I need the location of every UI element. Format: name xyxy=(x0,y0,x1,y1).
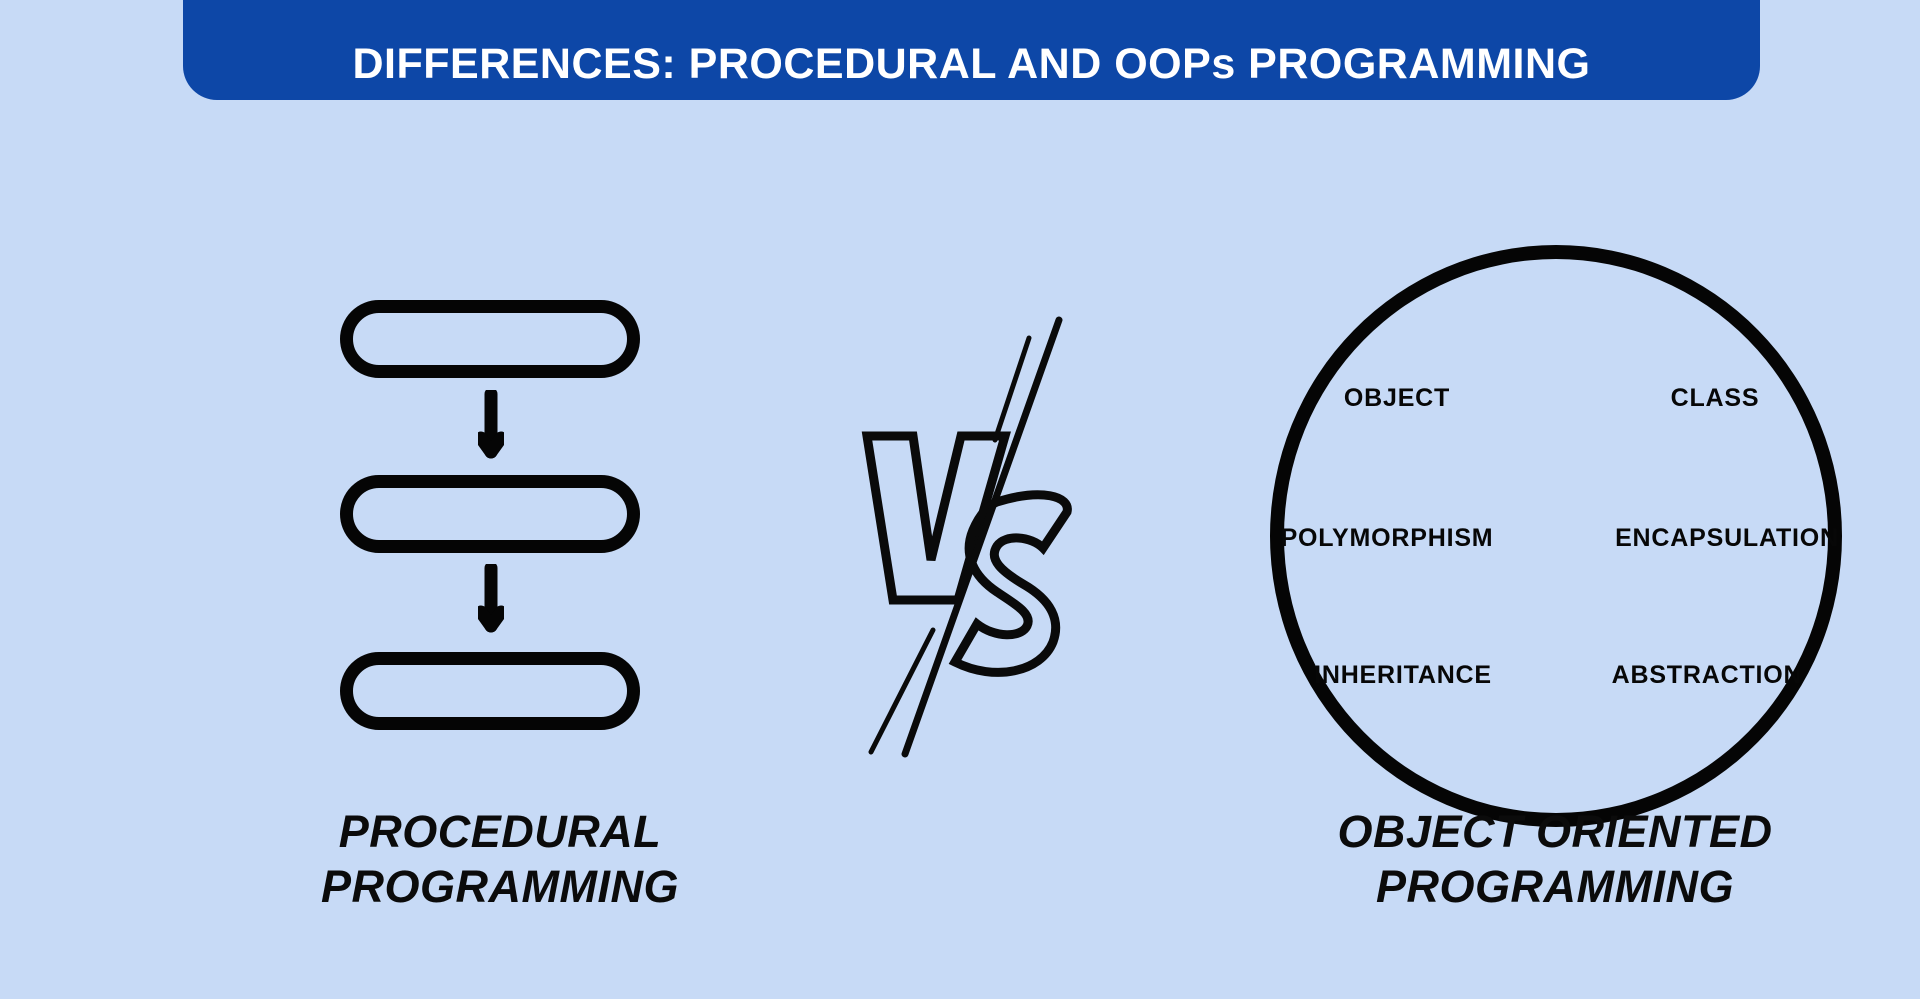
arrow-down-icon xyxy=(478,390,504,464)
oop-caption: OBJECT ORIENTED PROGRAMMING xyxy=(1255,805,1855,915)
procedural-caption-line-1: PROCEDURAL xyxy=(338,806,662,857)
procedural-caption-line-2: PROGRAMMING xyxy=(321,860,679,912)
oop-concept-class: CLASS xyxy=(1670,383,1760,412)
oop-concept-polymorphism: POLYMORPHISM xyxy=(1280,524,1494,553)
procedural-programming-panel: PROCEDURAL PROGRAMMING xyxy=(250,100,750,980)
title-banner: DIFFERENCES: PROCEDURAL AND OOPs PROGRAM… xyxy=(183,0,1760,100)
arrow-down-icon xyxy=(478,564,504,638)
flow-step-box xyxy=(340,652,640,730)
comparison-stage: PROCEDURAL PROGRAMMING OBJECT CLASS POLY… xyxy=(0,100,1920,999)
procedural-flow-diagram xyxy=(340,300,660,740)
page-title: DIFFERENCES: PROCEDURAL AND OOPs PROGRAM… xyxy=(352,40,1591,88)
oop-concept-inheritance: INHERITANCE xyxy=(1314,661,1492,690)
versus-icon xyxy=(845,290,1095,770)
oop-caption-line-1: OBJECT ORIENTED xyxy=(1337,806,1773,857)
object-oriented-programming-panel: OBJECT CLASS POLYMORPHISM ENCAPSULATION … xyxy=(1255,100,1855,980)
oop-concept-abstraction: ABSTRACTION xyxy=(1611,661,1803,690)
oop-caption-line-2: PROGRAMMING xyxy=(1376,860,1734,912)
oop-concept-object: OBJECT xyxy=(1343,383,1451,412)
oop-concept-list: OBJECT CLASS POLYMORPHISM ENCAPSULATION … xyxy=(1255,245,1855,827)
procedural-caption: PROCEDURAL PROGRAMMING xyxy=(250,805,750,915)
flow-step-box xyxy=(340,300,640,378)
flow-step-box xyxy=(340,475,640,553)
oop-concept-encapsulation: ENCAPSULATION xyxy=(1615,524,1839,553)
